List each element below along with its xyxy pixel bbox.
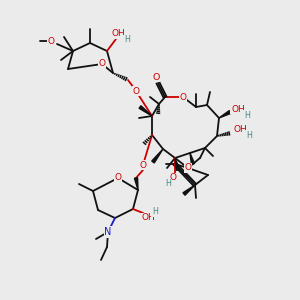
Text: O: O xyxy=(184,164,191,172)
Text: OH: OH xyxy=(233,124,247,134)
Polygon shape xyxy=(219,111,231,118)
Text: N: N xyxy=(104,227,112,237)
Text: O: O xyxy=(179,92,187,101)
Text: O: O xyxy=(47,37,55,46)
Text: O: O xyxy=(133,86,140,95)
Text: H: H xyxy=(124,35,130,44)
Text: O: O xyxy=(140,160,146,169)
Text: H: H xyxy=(244,110,250,119)
Text: H: H xyxy=(246,130,252,140)
Polygon shape xyxy=(183,185,195,195)
Text: O: O xyxy=(169,173,176,182)
Text: H: H xyxy=(152,208,158,217)
Text: H: H xyxy=(165,179,171,188)
Text: O: O xyxy=(115,173,122,182)
Text: O: O xyxy=(98,59,106,68)
Polygon shape xyxy=(175,158,180,170)
Polygon shape xyxy=(139,106,152,116)
Text: OH: OH xyxy=(111,29,125,38)
Polygon shape xyxy=(190,153,194,164)
Text: O: O xyxy=(152,73,160,82)
Polygon shape xyxy=(134,178,138,190)
Text: OH: OH xyxy=(141,214,155,223)
Text: OH: OH xyxy=(231,104,245,113)
Polygon shape xyxy=(152,149,163,163)
